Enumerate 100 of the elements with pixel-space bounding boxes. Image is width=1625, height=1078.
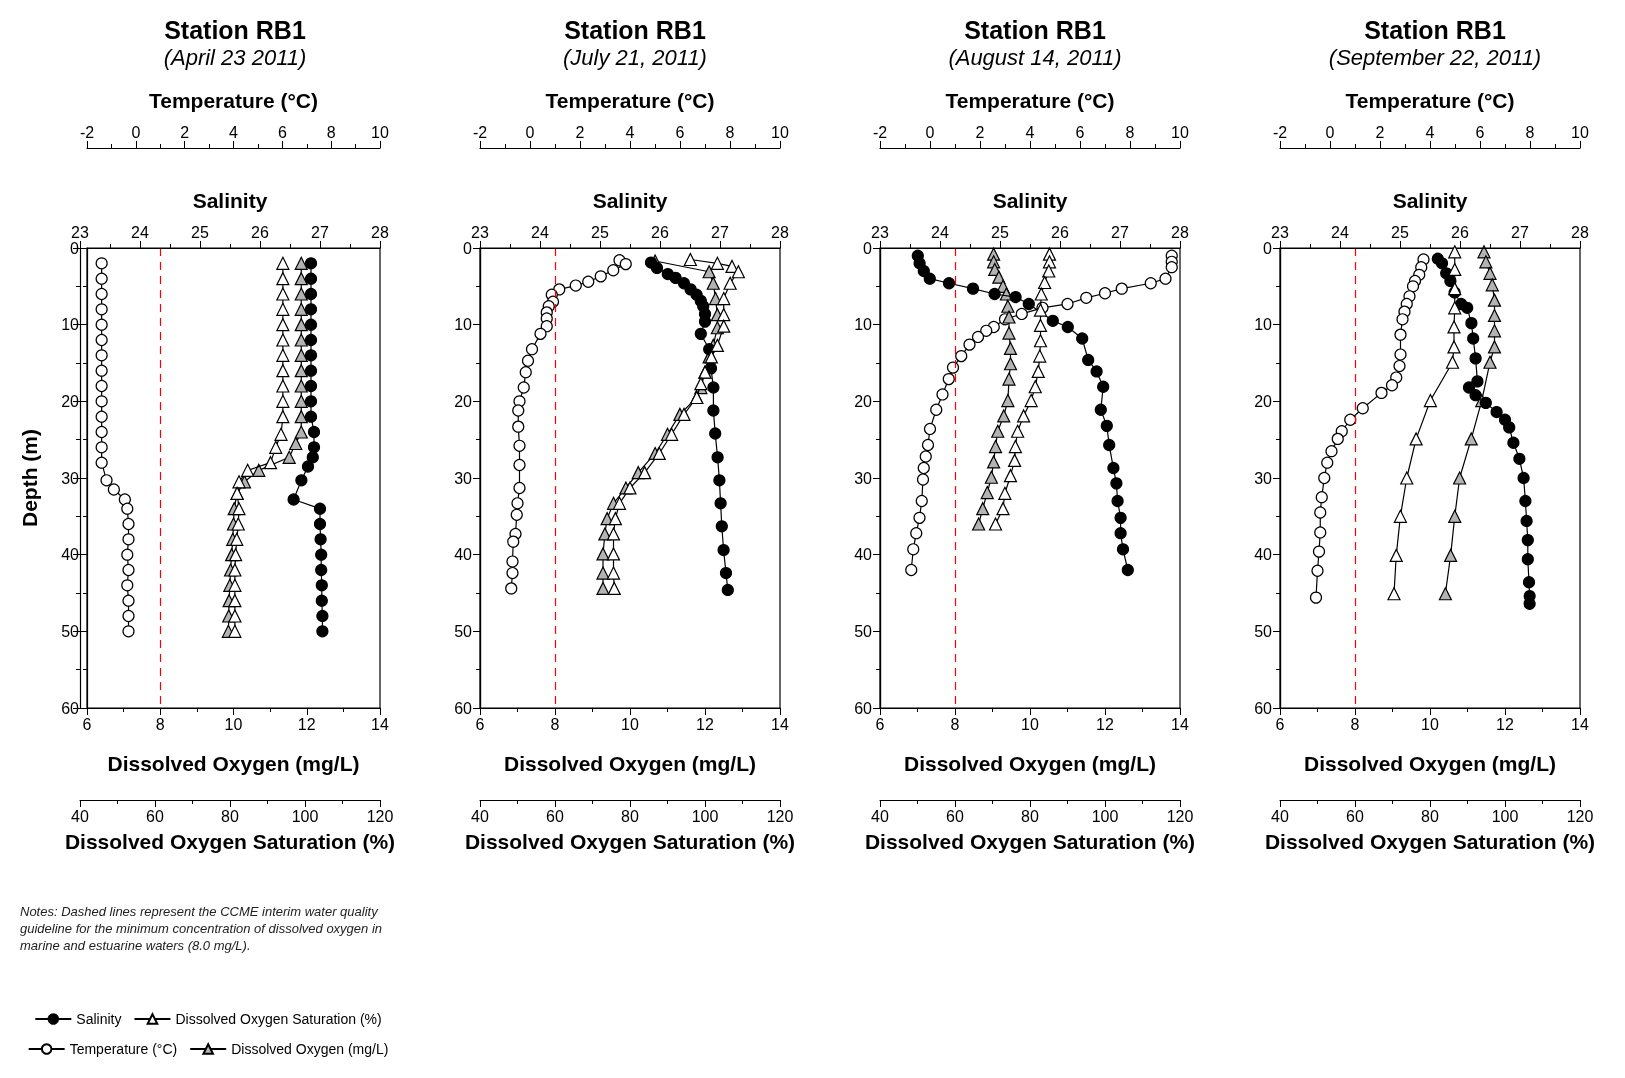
x-tick-label: 80 [221,807,239,825]
x2-tick-label: 4 [625,123,635,141]
x-tick-label: 60 [546,807,564,825]
x-tick-label: 120 [366,807,394,825]
x2-tick-label: 23 [471,223,489,241]
legend-label: Dissolved Oxygen (mg/L) [231,1041,389,1057]
chart-title: Station RB1 [164,15,306,44]
y-tick-label: 20 [454,392,473,410]
chart-subtitle: (April 23 2011) [163,44,307,70]
x2-tick-label: 2 [180,123,190,141]
x2-tick-label: 23 [71,223,89,241]
x2-tick-label: 10 [1571,123,1589,141]
x-tick-label: 40 [1271,807,1289,825]
x2-axis-title: Salinity [192,189,268,212]
x2-axis-title: Temperature (°C) [1345,89,1515,112]
x2-tick-label: 2 [1375,123,1385,141]
x2-tick-label: 24 [931,223,949,241]
y-tick-label: 20 [61,392,80,410]
x2-axis-title: Salinity [592,189,668,212]
x2-tick-label: 23 [1271,223,1289,241]
x-tick-label: 100 [691,807,719,825]
y-tick-label: 30 [454,469,473,487]
x-tick-label: 6 [475,715,485,733]
chart-subtitle: (August 14, 2011) [948,44,1122,70]
x2-tick-label: -2 [79,123,95,141]
x2-axis-title: Temperature (°C) [945,89,1115,112]
y-tick-label: 10 [61,316,80,334]
x-tick-label: 14 [1171,715,1189,733]
y-tick-label: 0 [863,239,873,257]
x2-tick-label: 27 [311,223,329,241]
chart-title: Station RB1 [564,15,706,44]
chart-subtitle: (September 22, 2011) [1328,44,1542,70]
y-tick-label: 20 [1254,392,1273,410]
y-tick-label: 20 [854,392,873,410]
x-tick-label: 12 [1496,715,1514,733]
x2-tick-label: 6 [1075,123,1085,141]
y-tick-label: 40 [61,546,80,564]
x-tick-label: 6 [82,715,92,733]
legend-label: Dissolved Oxygen Saturation (%) [175,1011,382,1027]
y-tick-label: 0 [463,239,473,257]
y-tick-label: 40 [1254,546,1273,564]
x2-tick-label: 10 [371,123,389,141]
chart-subtitle: (July 21, 2011) [563,44,707,70]
x-tick-label: 8 [1350,715,1360,733]
x2-tick-label: 26 [251,223,269,241]
x-tick-label: 40 [471,807,489,825]
x2-tick-label: 0 [525,123,535,141]
x2-tick-label: 28 [371,223,389,241]
y-tick-label: 40 [854,546,873,564]
y-tick-label: 10 [854,316,873,334]
x-tick-label: 10 [621,715,639,733]
x2-tick-label: 0 [131,123,141,141]
x2-tick-label: -2 [872,123,888,141]
x2-tick-label: 24 [131,223,149,241]
y-tick-label: 30 [1254,469,1273,487]
y-tick-label: 50 [1254,622,1273,640]
x2-tick-label: 2 [975,123,985,141]
x-tick-label: 8 [950,715,960,733]
x-tick-label: 6 [875,715,885,733]
y-tick-label: 0 [1263,239,1273,257]
x-tick-label: 80 [621,807,639,825]
y-tick-label: 60 [454,699,473,717]
x2-axis-title: Salinity [1392,189,1468,212]
x2-tick-label: 28 [771,223,789,241]
x2-axis-title: Temperature (°C) [545,89,715,112]
x2-tick-label: 28 [1171,223,1189,241]
x-tick-label: 12 [297,715,316,733]
legend-label: Temperature (°C) [69,1041,178,1057]
text: Notes: Dashed lines represent the CCME interim water quality guideline for the minimum concentration of dissolved oxygen in marine and estuarine waters (8.0 mg/L). [20,904,386,953]
x-tick-label: 40 [871,807,889,825]
x2-tick-label: 10 [1171,123,1189,141]
x2-tick-label: 25 [191,223,209,241]
chart-title: Station RB1 [964,15,1106,44]
x2-tick-label: 27 [1511,223,1529,241]
y-tick-label: 10 [1254,316,1273,334]
x-tick-label: 100 [291,807,319,825]
y-tick-label: 60 [1254,699,1273,717]
x2-tick-label: 24 [531,223,549,241]
x2-tick-label: 27 [1111,223,1129,241]
y-tick-label: 60 [854,699,873,717]
x2-tick-label: 23 [871,223,889,241]
x-tick-label: 8 [155,715,165,733]
y-tick-label: 30 [61,469,80,487]
x2-tick-label: 26 [651,223,669,241]
x-tick-label: 12 [1096,715,1114,733]
x2-tick-label: 0 [1325,123,1335,141]
x-tick-label: 60 [1346,807,1364,825]
x2-tick-label: 8 [725,123,735,141]
x-axis-title: Dissolved Oxygen Saturation (%) [464,830,796,853]
x2-tick-label: 4 [1425,123,1435,141]
x2-tick-label: 6 [277,123,287,141]
x-tick-label: 100 [1091,807,1119,825]
y-tick-label: 60 [61,699,80,717]
x2-tick-label: -2 [472,123,488,141]
x2-tick-label: 24 [1331,223,1349,241]
x2-tick-label: 8 [1125,123,1135,141]
y-tick-label: 50 [61,622,80,640]
x2-tick-label: 10 [771,123,789,141]
x2-tick-label: 25 [1391,223,1409,241]
y-tick-label: 50 [854,622,873,640]
